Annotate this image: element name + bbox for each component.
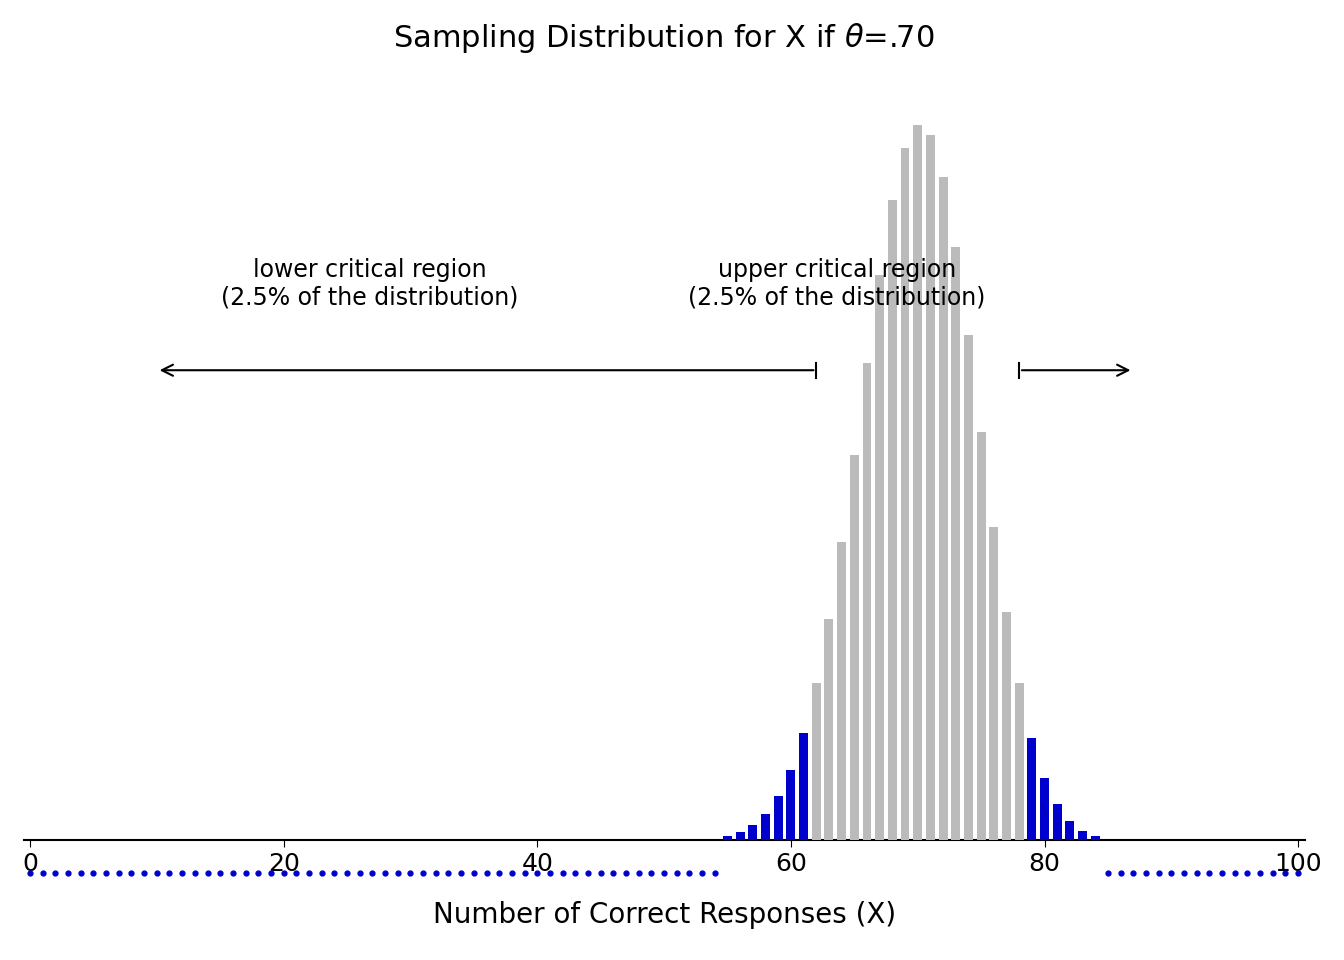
Bar (749, 825, 757, 840)
Bar (735, 832, 745, 840)
Bar (849, 454, 859, 840)
Text: upper critical region
(2.5% of the distribution): upper critical region (2.5% of the distr… (688, 257, 985, 309)
Text: lower critical region
(2.5% of the distribution): lower critical region (2.5% of the distr… (220, 257, 519, 309)
Bar (761, 814, 770, 840)
Bar (989, 527, 999, 840)
Bar (824, 619, 833, 840)
Bar (863, 363, 871, 840)
Bar (723, 836, 732, 840)
Bar (1015, 684, 1024, 840)
Bar (938, 178, 948, 840)
Bar (1027, 738, 1036, 840)
Bar (888, 201, 896, 840)
Bar (977, 432, 985, 840)
Bar (952, 247, 960, 840)
Bar (914, 125, 922, 840)
Bar (900, 148, 910, 840)
X-axis label: Number of Correct Responses (X): Number of Correct Responses (X) (433, 901, 895, 929)
Bar (875, 276, 884, 840)
Bar (1078, 830, 1087, 840)
Bar (786, 770, 796, 840)
Bar (1040, 778, 1048, 840)
Bar (812, 684, 821, 840)
Bar (1091, 836, 1099, 840)
Bar (926, 134, 935, 840)
Bar (1003, 612, 1011, 840)
Title: Sampling Distribution for X if $\theta$=.70: Sampling Distribution for X if $\theta$=… (394, 21, 935, 55)
Bar (1066, 821, 1074, 840)
Bar (774, 797, 782, 840)
Bar (964, 335, 973, 840)
Bar (837, 541, 847, 840)
Bar (1052, 804, 1062, 840)
Bar (800, 733, 808, 840)
